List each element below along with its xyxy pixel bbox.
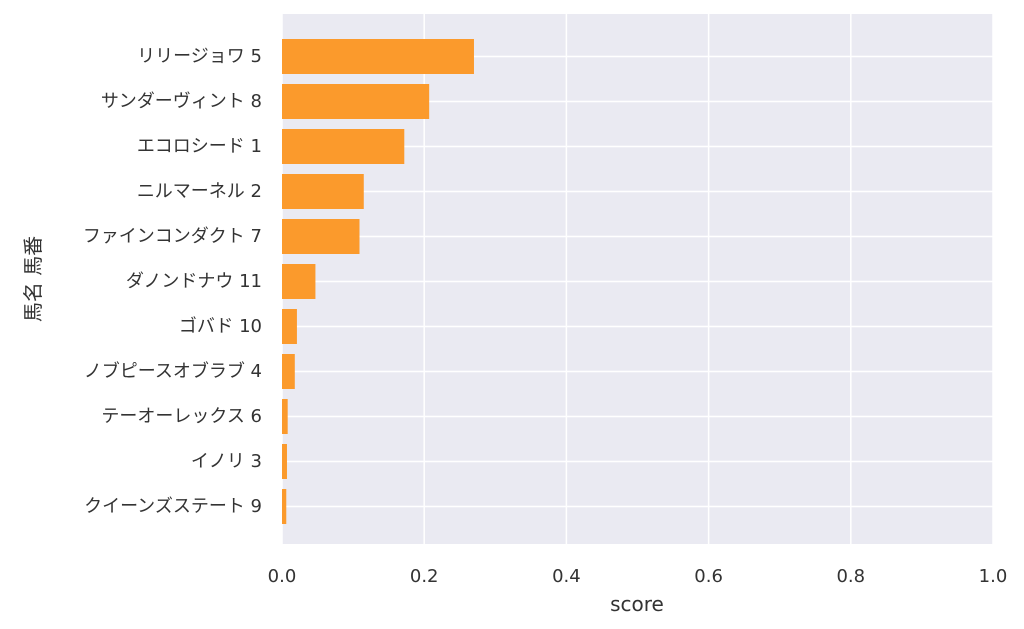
x-tick-label: 0.8	[836, 566, 865, 587]
bar	[282, 39, 474, 74]
bar	[282, 309, 297, 344]
x-tick-label: 0.4	[552, 566, 581, 587]
bar	[282, 264, 316, 299]
bar	[282, 219, 360, 254]
x-tick-labels: 0.0 0.2 0.4 0.6 0.8 1.0	[268, 566, 1008, 587]
bar	[282, 84, 430, 119]
y-tick-label: ダノンドナウ 11	[126, 271, 262, 292]
x-tick-label: 0.6	[694, 566, 723, 587]
y-tick-label: リリージョワ 5	[137, 46, 262, 67]
bar	[282, 129, 405, 164]
bar	[282, 399, 288, 434]
bar	[282, 354, 295, 389]
bar	[282, 489, 287, 524]
bars	[282, 39, 474, 524]
y-tick-label: ファインコンダクト 7	[83, 226, 262, 247]
x-tick-label: 1.0	[979, 566, 1008, 587]
y-tick-label: ニルマーネル 2	[137, 181, 262, 202]
y-tick-label: サンダーヴィント 8	[101, 91, 262, 112]
y-tick-label: エコロシード 1	[137, 136, 262, 157]
y-axis-label: 馬名 馬番	[21, 236, 45, 322]
y-tick-labels: リリージョワ 5 サンダーヴィント 8 エコロシード 1 ニルマーネル 2 ファインコン…	[83, 46, 262, 517]
y-tick-label: ゴバド 10	[179, 316, 262, 337]
x-tick-label: 0.2	[410, 566, 439, 587]
y-tick-label: イノリ 3	[191, 451, 262, 472]
x-axis-label: score	[610, 592, 664, 616]
y-tick-label: テーオーレックス 6	[101, 406, 262, 427]
y-tick-label: ノブピースオブラブ 4	[84, 360, 262, 382]
bar	[282, 444, 287, 479]
y-tick-label: クイーンズステート 9	[84, 496, 262, 517]
bar	[282, 174, 364, 209]
x-tick-label: 0.0	[268, 566, 297, 587]
